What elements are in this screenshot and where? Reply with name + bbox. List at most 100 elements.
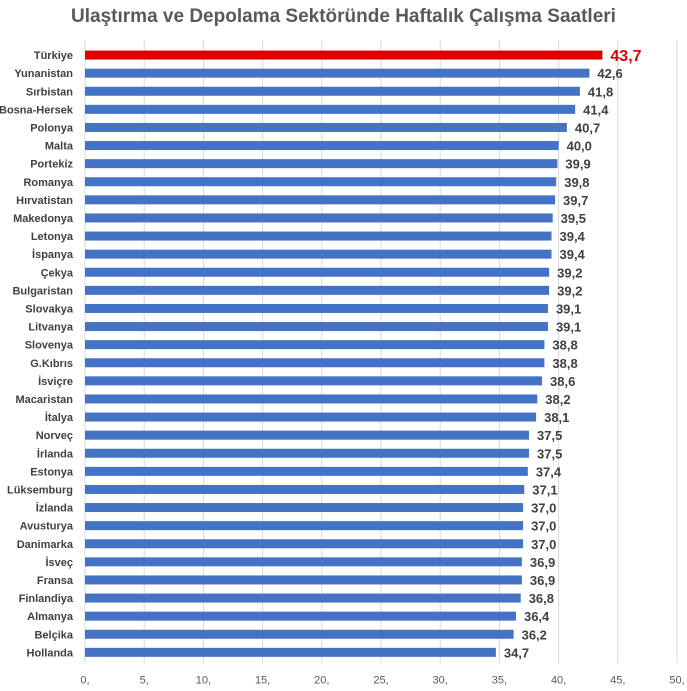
category-label: Belçika	[34, 629, 73, 641]
category-label: Polonya	[30, 122, 74, 134]
x-tick-label: 15,	[255, 674, 270, 686]
x-tick-label: 20,	[314, 674, 329, 686]
category-label: Slovakya	[25, 303, 74, 315]
category-label: Türkiye	[34, 50, 73, 62]
bar	[85, 141, 559, 151]
category-label: Hollanda	[27, 647, 74, 659]
category-label: Lüksemburg	[7, 484, 73, 496]
bar	[85, 521, 524, 531]
bar	[85, 249, 552, 259]
x-tick-label: 10,	[196, 674, 211, 686]
bar	[85, 50, 603, 60]
value-label: 37,0	[531, 537, 556, 552]
bar	[85, 575, 522, 585]
value-label: 39,2	[557, 265, 582, 280]
x-tick-label: 35,	[492, 674, 507, 686]
value-label: 39,4	[559, 247, 585, 262]
x-tick-label: 0,	[80, 674, 89, 686]
category-label: İtalya	[45, 411, 74, 424]
category-label: Estonya	[30, 466, 74, 478]
category-label: Portekiz	[30, 159, 73, 171]
bar	[85, 629, 514, 639]
value-label: 39,1	[556, 301, 581, 316]
category-label: İsviçre	[38, 375, 73, 388]
value-label: 36,9	[530, 555, 555, 570]
value-label: 40,0	[567, 139, 592, 154]
bar	[85, 448, 529, 458]
value-label: 37,1	[532, 482, 557, 497]
x-tick-label: 30,	[433, 674, 448, 686]
category-label: Letonya	[31, 231, 74, 243]
bar	[85, 213, 553, 223]
bar	[85, 376, 543, 386]
bar	[85, 647, 496, 657]
category-label: Danimarka	[17, 539, 74, 551]
value-label: 37,5	[537, 446, 562, 461]
value-label: 38,1	[544, 410, 569, 425]
bar	[85, 322, 548, 332]
category-label: İzlanda	[36, 502, 74, 515]
category-label: Bulgaristan	[12, 285, 73, 297]
value-label: 37,0	[531, 501, 556, 516]
category-label: Yunanistan	[14, 68, 73, 80]
category-label: Slovenya	[25, 340, 74, 352]
bar	[85, 557, 522, 567]
bar	[85, 484, 525, 494]
category-label: İspanya	[32, 248, 74, 261]
value-label: 41,4	[583, 102, 609, 117]
category-label: Makedonya	[13, 213, 74, 225]
bar	[85, 159, 558, 169]
bar	[85, 358, 545, 368]
category-label: Avusturya	[20, 521, 74, 533]
value-label: 37,0	[531, 519, 556, 534]
value-label: 38,8	[552, 338, 577, 353]
value-label: 36,8	[529, 591, 554, 606]
x-tick-label: 25,	[373, 674, 388, 686]
value-label: 42,6	[597, 66, 622, 81]
bar	[85, 285, 550, 295]
category-label: Malta	[45, 141, 74, 153]
category-label: Almanya	[27, 611, 74, 623]
category-label: Fransa	[37, 575, 74, 587]
bar	[85, 195, 556, 205]
value-label: 38,6	[550, 374, 575, 389]
value-label: 34,7	[504, 645, 529, 660]
category-label: Finlandiya	[19, 593, 74, 605]
category-label: Norveç	[36, 430, 73, 442]
x-tick-label: 45,	[610, 674, 625, 686]
value-label: 38,8	[552, 356, 577, 371]
bar	[85, 86, 580, 96]
bar	[85, 177, 557, 187]
bar	[85, 593, 521, 603]
value-label: 39,8	[564, 175, 589, 190]
bar	[85, 503, 524, 513]
bar	[85, 303, 548, 313]
bar	[85, 68, 590, 78]
category-label: İrlanda	[37, 447, 74, 460]
category-label: Hırvatistan	[16, 195, 73, 207]
bar	[85, 430, 529, 440]
value-label: 37,5	[537, 428, 562, 443]
value-label: 36,2	[522, 627, 547, 642]
value-label: 41,8	[588, 84, 613, 99]
category-label: Romanya	[23, 177, 73, 189]
value-label: 39,2	[557, 283, 582, 298]
bar	[85, 104, 576, 114]
bar	[85, 466, 528, 476]
category-label: Çekya	[41, 267, 74, 279]
category-label: Litvanya	[28, 322, 74, 334]
value-label: 36,4	[524, 609, 550, 624]
bar	[85, 122, 567, 132]
x-tick-label: 40,	[551, 674, 566, 686]
chart-title: Ulaştırma ve Depolama Sektöründe Haftalı…	[71, 6, 616, 27]
value-label: 39,5	[561, 211, 586, 226]
value-label: 37,4	[536, 464, 562, 479]
bar	[85, 394, 538, 404]
x-tick-label: 5,	[140, 674, 149, 686]
category-label: Sırbistan	[26, 86, 73, 98]
bar	[85, 267, 550, 277]
bar	[85, 539, 524, 549]
value-label: 39,1	[556, 320, 581, 335]
value-label: 43,7	[610, 48, 641, 65]
